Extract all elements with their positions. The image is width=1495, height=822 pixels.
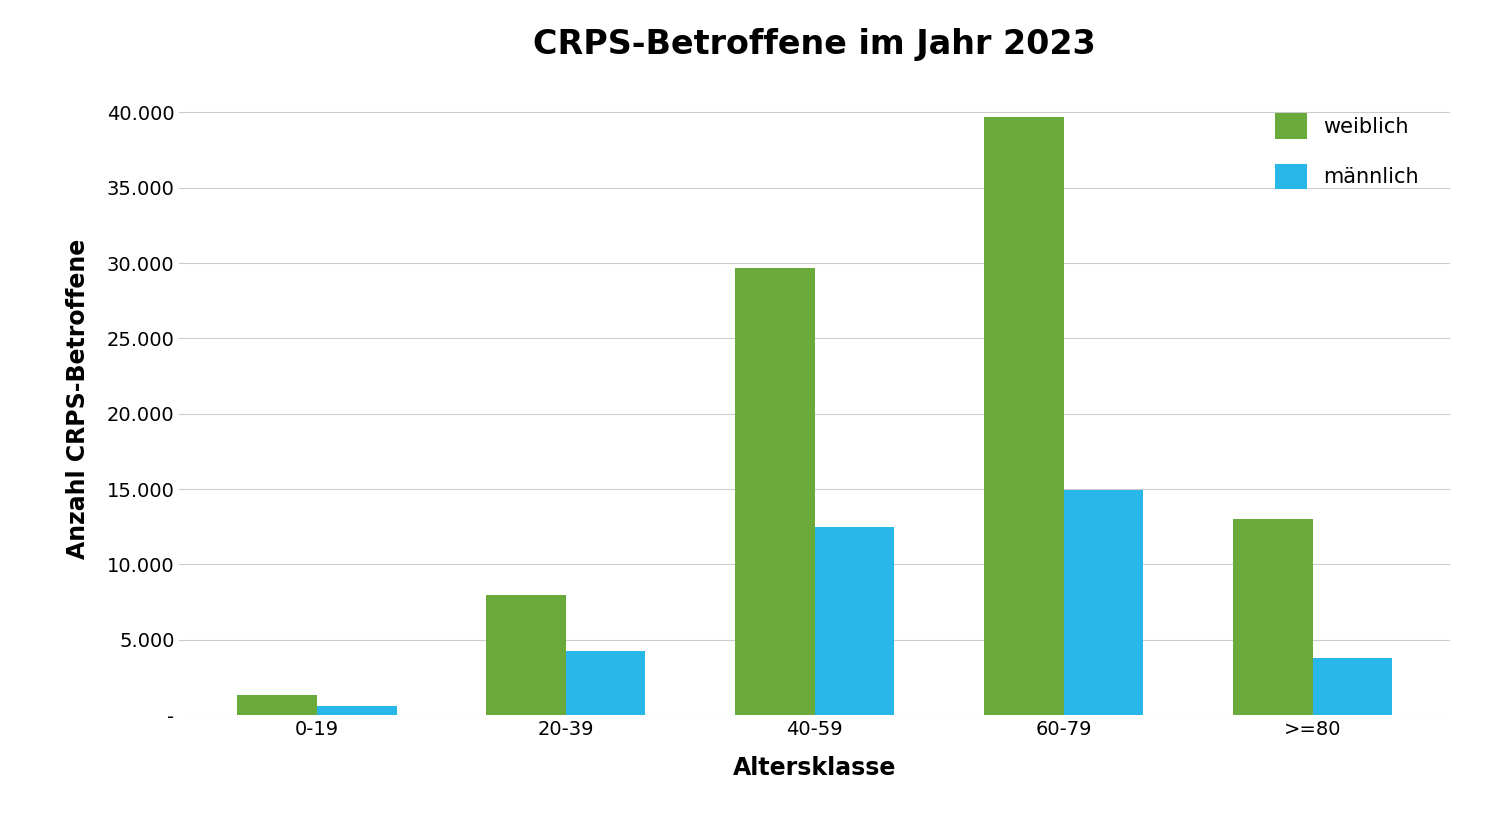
Bar [736,269,815,715]
Y-axis label: Anzahl CRPS-Betroffene: Anzahl CRPS-Betroffene [66,238,90,559]
Bar [565,651,646,715]
Bar [815,527,894,715]
Bar [486,595,565,715]
Bar [1064,490,1144,715]
Bar [238,695,317,715]
Bar [317,706,396,715]
Bar [984,118,1064,715]
Bar [1313,658,1392,715]
Title: CRPS-Betroffene im Jahr 2023: CRPS-Betroffene im Jahr 2023 [534,29,1096,62]
X-axis label: Altersklasse: Altersklasse [733,755,897,780]
Legend: weiblich, männlich: weiblich, männlich [1254,93,1440,210]
Bar [1233,519,1313,715]
